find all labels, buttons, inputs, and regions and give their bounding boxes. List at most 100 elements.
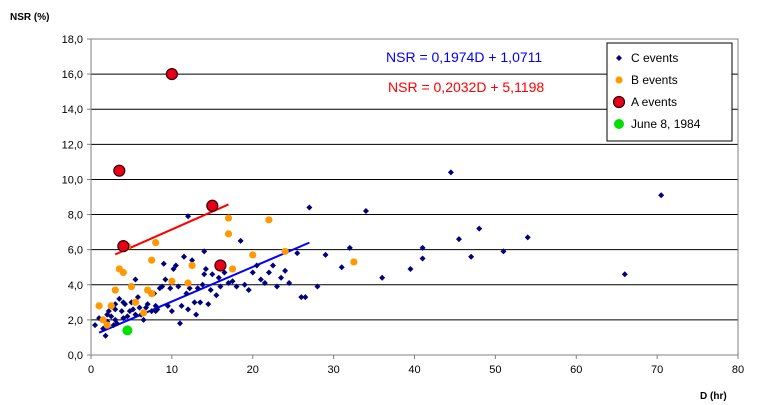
c-events-point [176,320,183,327]
b-events-point [228,265,237,273]
c-events-point [159,283,166,290]
c-events-point [185,306,192,313]
c-events-point [233,283,240,290]
legend-marker-june-8-1984 [614,119,624,129]
c-events-point [217,283,224,290]
c-events-point [181,253,188,260]
legend-label-b-events: B events [631,73,678,87]
gridlines [91,73,738,321]
c-events-point [500,248,507,255]
c-events-point [104,311,111,318]
c-events-point [621,271,628,278]
b-events-point [265,216,273,224]
a-events-point [206,199,219,212]
b-events-point [184,279,192,287]
c-events-point [167,285,174,292]
y-tick-label: 0,0 [68,350,83,362]
c-events-point [269,262,276,269]
c-events-point [136,304,143,311]
c-events-point [118,308,125,315]
c-events-point [193,311,200,318]
legend-label-c-events: C events [631,51,678,65]
y-tick-label: 16,0 [62,69,83,81]
red-trendline-equation: NSR = 0,2032D + 5,1198 [388,79,544,95]
b-events-point [99,316,107,324]
c-events-point [314,283,321,290]
x-tick-label: 10 [166,364,178,376]
c-events-point [202,265,209,272]
legend-marker-a-events [612,95,626,109]
c-events-point [191,299,198,306]
blue-trendline-equation: NSR = 0,1974D + 1,0711 [386,49,542,65]
c-events-point [215,274,222,281]
c-events-point [241,281,248,288]
red-trendline [114,203,229,256]
blue-trendline [98,241,310,334]
c-events-point [160,260,167,267]
c-events-point [162,276,169,283]
c-events-point [178,302,185,309]
b-events-point [152,239,160,247]
b-events-point [148,289,156,298]
c-events-point [294,250,301,257]
c-events-point [302,294,309,301]
b-events-point [103,321,111,329]
b-events-point [148,256,156,264]
c-events-point [132,276,139,283]
c-events-point [419,244,426,251]
y-tick-label: 4,0 [68,280,83,292]
b-events-point [224,230,233,238]
data-points [92,68,665,339]
b-events-point [95,302,103,310]
y-axis-title: NSR (%) [10,12,49,23]
legend-marker-b-events [615,76,623,84]
b-events-point [224,214,233,222]
b-events-point [111,286,119,294]
c-events-point [265,269,272,276]
c-events-point [209,271,216,278]
c-events-point [338,264,345,271]
y-tick-label: 8,0 [68,210,83,222]
c-events-point [199,281,206,288]
c-events-point [132,311,139,318]
legend-marker-c-events [616,55,622,61]
y-tick-label: 6,0 [68,245,83,257]
b-events-point [107,302,115,310]
c-events-point [102,332,109,339]
c-events-point [185,213,192,220]
y-tick-label: 2,0 [68,315,83,327]
x-tick-label: 0 [88,364,94,376]
b-events-point [119,268,127,277]
c-events-point [278,274,285,281]
c-events-point [120,299,127,306]
b-events-point [188,261,196,270]
c-events-point [346,244,353,251]
x-tick-label: 60 [570,364,582,376]
c-events-point [419,255,426,262]
c-events-point [379,274,386,281]
y-tick-label: 18,0 [62,34,83,46]
legend-label-june-8-1984: June 8, 1984 [631,117,701,131]
legend: C events B events A events June 8, 1984 [606,42,733,142]
c-events-point [362,208,369,215]
a-events-point [165,68,178,81]
c-events-point [189,257,196,264]
c-events-point [183,290,190,297]
c-events-point [237,237,244,244]
june-8-1984-point [122,325,133,336]
c-events-point [286,280,293,287]
x-tick-label: 40 [408,364,420,376]
c-events-point [113,320,120,327]
c-events-point [524,234,531,241]
trendlines [98,203,310,334]
y-tick-label: 12,0 [62,139,83,151]
x-tick-label: 30 [328,364,340,376]
c-events-point [130,306,137,313]
c-events-point [172,262,179,269]
c-events-point [407,265,414,272]
c-events-point [229,278,236,285]
c-events-point [274,283,281,290]
c-events-point [194,285,201,292]
c-events-point [124,313,131,320]
